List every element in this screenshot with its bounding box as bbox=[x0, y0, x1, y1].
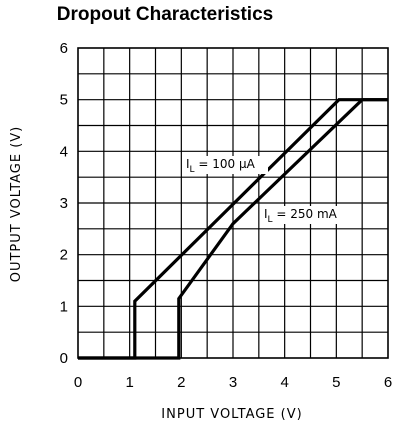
series-annotation-1: IL = 100 µA bbox=[186, 157, 256, 175]
x-tick-label: 4 bbox=[280, 374, 288, 391]
annotation-background bbox=[262, 206, 346, 224]
plot-border bbox=[77, 47, 389, 359]
x-tick-label: 6 bbox=[384, 374, 392, 391]
y-axis-label: OUTPUT VOLTAGE (V) bbox=[9, 126, 24, 283]
x-tick-label: 1 bbox=[125, 374, 133, 391]
y-tick-label: 4 bbox=[60, 143, 68, 160]
x-tick-labels: 0 1 2 3 4 5 6 bbox=[74, 374, 392, 391]
x-tick-label: 2 bbox=[177, 374, 185, 391]
series-line-2 bbox=[78, 98, 388, 360]
plot-frame bbox=[77, 47, 389, 359]
series-annotation-2: IL = 250 mA bbox=[264, 207, 338, 225]
y-tick-label: 0 bbox=[60, 350, 68, 367]
y-tick-label: 3 bbox=[60, 195, 68, 212]
y-tick-label: 2 bbox=[60, 247, 68, 264]
x-axis-label: INPUT VOLTAGE (V) bbox=[161, 407, 302, 422]
annotation-background bbox=[184, 156, 268, 174]
x-tick-label: 5 bbox=[332, 374, 340, 391]
y-tick-label: 5 bbox=[60, 92, 68, 109]
y-tick-label: 6 bbox=[60, 40, 68, 57]
x-tick-label: 3 bbox=[229, 374, 237, 391]
y-tick-label: 1 bbox=[60, 298, 68, 315]
series-annotations: IL = 100 µA IL = 250 mA bbox=[184, 156, 346, 225]
y-tick-labels: 0 1 2 3 4 5 6 bbox=[60, 40, 68, 367]
chart-title: Dropout Characteristics bbox=[56, 4, 274, 25]
series-lines bbox=[78, 98, 388, 360]
x-tick-label: 0 bbox=[74, 374, 82, 391]
